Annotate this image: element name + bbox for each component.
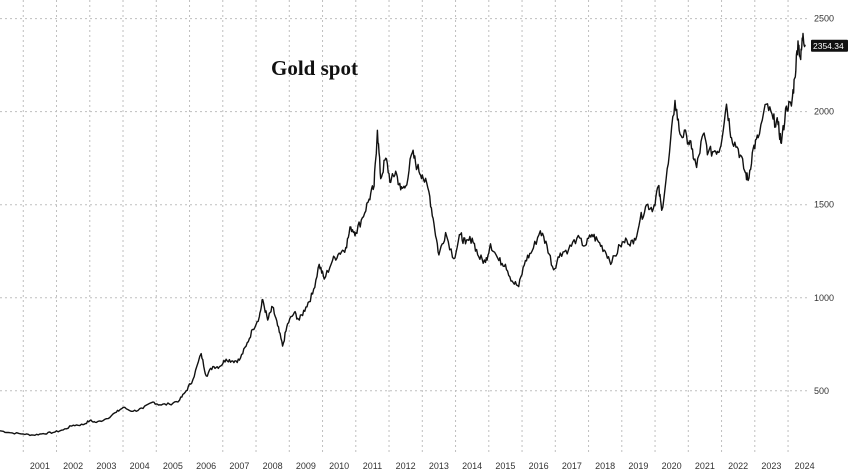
x-tick-label: 2010: [329, 461, 349, 471]
x-tick-label: 2011: [363, 461, 382, 471]
x-tick-label: 2007: [229, 461, 249, 471]
x-tick-label: 2019: [628, 461, 648, 471]
x-tick-label: 2024: [795, 461, 815, 471]
x-tick-label: 2002: [63, 461, 83, 471]
x-tick-label: 2022: [728, 461, 748, 471]
x-tick-label: 2009: [296, 461, 316, 471]
x-tick-label: 2021: [695, 461, 715, 471]
x-tick-label: 2017: [562, 461, 582, 471]
x-tick-label: 2005: [163, 461, 183, 471]
y-tick-label: 2500: [814, 14, 834, 24]
x-tick-label: 2023: [761, 461, 781, 471]
x-tick-label: 2018: [595, 461, 615, 471]
x-tick-label: 2020: [662, 461, 682, 471]
x-tick-label: 2003: [96, 461, 116, 471]
y-tick-label: 2000: [814, 107, 834, 117]
x-tick-label: 2001: [30, 461, 50, 471]
y-tick-label: 1500: [814, 200, 834, 210]
chart-title: Gold spot: [271, 56, 358, 80]
grid: [0, 0, 808, 455]
y-tick-label: 500: [814, 386, 829, 396]
last-value-label: 2354.34: [811, 39, 848, 52]
x-tick-label: 2012: [396, 461, 416, 471]
x-tick-label: 2008: [263, 461, 283, 471]
y-tick-label: 1000: [814, 293, 834, 303]
x-tick-label: 2016: [529, 461, 549, 471]
x-axis-ticks: 2001 2002 2003 2004 2005 2006 2007 2008 2009 2010…: [30, 461, 815, 471]
x-tick-label: 2015: [495, 461, 515, 471]
y-axis-ticks: 500 1000 1500 2000 2500: [814, 14, 834, 396]
gold-price-line: [0, 32, 806, 437]
last-value-label-background: [811, 39, 848, 52]
x-tick-label: 2006: [196, 461, 216, 471]
x-tick-label: 2014: [462, 461, 482, 471]
x-tick-label: 2013: [429, 461, 449, 471]
last-value-label-text: 2354.34: [813, 41, 844, 51]
x-tick-label: 2004: [130, 461, 150, 471]
